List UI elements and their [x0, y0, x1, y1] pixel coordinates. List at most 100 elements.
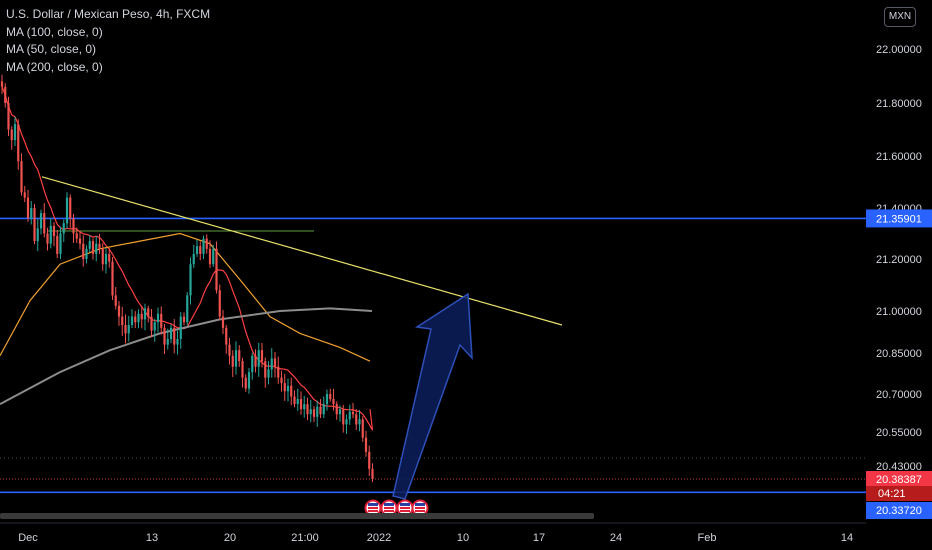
y-tick-label: 20.43000	[876, 461, 922, 473]
candle-body	[186, 295, 189, 323]
candle-body	[273, 358, 277, 367]
us-event-flag-icon[interactable]	[411, 499, 429, 517]
candle-body	[345, 419, 348, 425]
candle-body	[338, 409, 342, 415]
candle-body	[117, 305, 121, 317]
y-tick-label: 20.55000	[876, 427, 922, 439]
candle-body	[166, 339, 169, 345]
candle-body	[312, 409, 316, 417]
candle-body	[101, 248, 104, 265]
candle-body	[0, 81, 4, 87]
y-tick-label: 21.80000	[876, 98, 922, 110]
price-axis[interactable]: 22.0000021.8000021.6000021.4000021.20000…	[866, 0, 932, 550]
candle-body	[293, 396, 296, 405]
candle-body	[39, 213, 43, 229]
candle-body	[134, 316, 137, 323]
candle-body	[319, 406, 322, 415]
scrollbar-thumb[interactable]	[0, 513, 594, 519]
x-tick-label: 10	[457, 532, 469, 544]
arrow-annotation[interactable]	[392, 292, 473, 500]
candle-body	[121, 316, 124, 325]
candle-body	[62, 223, 65, 234]
candle-body	[30, 208, 33, 219]
flag-stripe-blue	[384, 503, 394, 506]
ma-gray-line	[0, 307, 373, 405]
candle-body	[231, 355, 234, 367]
candle-body	[95, 243, 98, 254]
candle-body	[72, 218, 75, 234]
candle-body	[137, 313, 140, 323]
candle-body	[56, 236, 59, 254]
candle-body	[257, 350, 260, 367]
time-scrollbar[interactable]	[0, 513, 594, 519]
x-tick-label: 24	[610, 532, 622, 544]
legend-ma200[interactable]: MA (200, close, 0)	[6, 59, 103, 74]
flag-stripe-red	[400, 510, 410, 512]
trendline-group[interactable]	[41, 176, 563, 326]
candle-body	[280, 377, 283, 384]
candle-body	[147, 308, 150, 317]
candle-body	[212, 248, 215, 265]
candle-body	[33, 208, 36, 242]
flag-stripe-red	[415, 510, 425, 512]
candle-body	[88, 241, 91, 249]
candle-body	[189, 264, 192, 296]
candle-body	[59, 233, 62, 254]
y-tick-label: 21.20000	[876, 254, 922, 266]
candle-body	[176, 339, 179, 345]
candle-body	[355, 414, 358, 425]
time-axis[interactable]: Dec 13 20 21:00 2022 10 17 24 Feb 14	[0, 522, 866, 550]
candle-body	[358, 419, 361, 425]
candle-body	[82, 243, 85, 259]
candle-body	[108, 253, 111, 262]
trendline[interactable]	[41, 176, 563, 326]
currency-button[interactable]: MXN	[884, 7, 916, 27]
candle-body	[127, 325, 130, 334]
arrow-shape[interactable]	[392, 292, 473, 500]
candle-body	[238, 350, 241, 362]
candle-body	[23, 192, 26, 198]
x-tick-label: Feb	[698, 532, 717, 544]
time-axis-bg	[0, 523, 866, 550]
candle-body	[225, 327, 228, 345]
candle-body	[351, 411, 355, 415]
economic-events[interactable]	[364, 499, 429, 517]
candle-body	[264, 361, 267, 378]
candle-body	[179, 316, 182, 339]
candle-body	[195, 246, 199, 254]
candle-body	[342, 409, 345, 425]
candle-body	[75, 233, 78, 239]
candle-body	[46, 233, 49, 244]
candle-body	[215, 248, 218, 291]
flag-stripe-red	[415, 507, 425, 509]
candle-body	[332, 399, 335, 405]
lower-line-price: 20.33720	[876, 505, 922, 517]
candle-body	[150, 316, 153, 331]
candle-body	[368, 451, 371, 469]
candle-body	[52, 225, 56, 237]
candle-body	[199, 246, 202, 254]
candle-body	[322, 404, 325, 415]
legend-ma50[interactable]: MA (50, close, 0)	[6, 42, 97, 56]
symbol-title[interactable]: U.S. Dollar / Mexican Peso, 4h, FXCM	[6, 7, 211, 21]
flag-stripe-blue	[400, 503, 410, 506]
candle-body	[4, 86, 7, 103]
x-tick-label: Dec	[18, 532, 38, 544]
candle-body	[260, 350, 264, 362]
candle-body	[296, 399, 299, 405]
flag-stripe-red	[384, 510, 394, 512]
candle-body	[202, 238, 205, 254]
x-tick-label: 2022	[367, 532, 391, 544]
candle-body	[247, 372, 251, 389]
upper-line-price-tag	[866, 209, 932, 228]
gridlines	[0, 457, 866, 480]
candle-body	[303, 404, 306, 410]
drawn-levels[interactable]	[0, 217, 866, 494]
candle-body	[244, 377, 247, 389]
candle-body	[316, 406, 319, 417]
candle-body	[254, 355, 257, 367]
legend-ma100[interactable]: MA (100, close, 0)	[6, 24, 103, 39]
candle-body	[26, 197, 30, 219]
